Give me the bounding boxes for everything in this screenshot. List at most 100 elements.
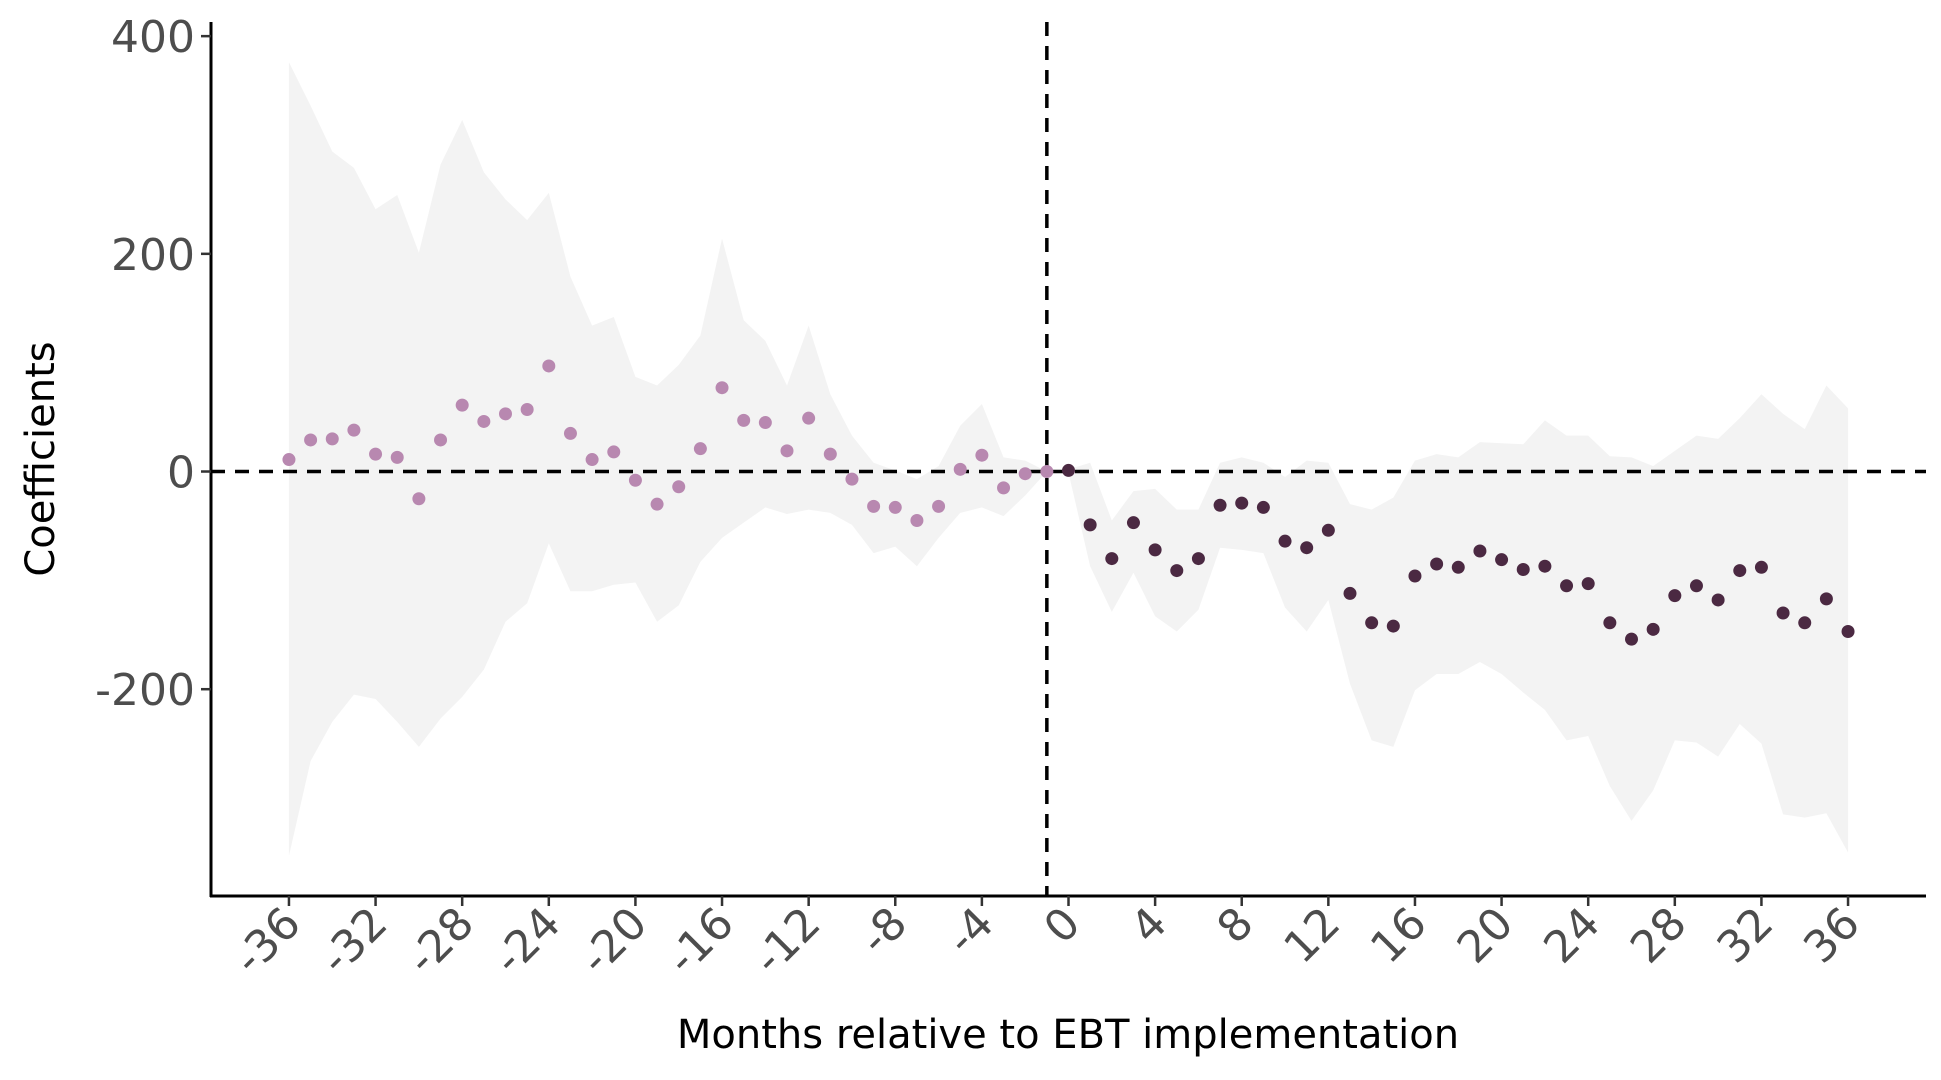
x-tick-label: 32 bbox=[1708, 898, 1784, 974]
confidence-band bbox=[288, 62, 1849, 856]
point bbox=[1689, 579, 1703, 593]
point bbox=[1148, 543, 1162, 557]
point bbox=[715, 381, 729, 395]
x-tick-label: 4 bbox=[1121, 898, 1177, 954]
point bbox=[455, 398, 469, 412]
point bbox=[563, 426, 577, 440]
point bbox=[1105, 552, 1119, 566]
point bbox=[304, 433, 318, 447]
point bbox=[845, 472, 859, 486]
point bbox=[1040, 465, 1054, 479]
point bbox=[1776, 606, 1790, 620]
point bbox=[1473, 544, 1487, 558]
point bbox=[693, 442, 707, 456]
point bbox=[737, 413, 751, 427]
point bbox=[1754, 560, 1768, 574]
x-tick-label: -4 bbox=[937, 898, 1004, 965]
x-axis-title: Months relative to EBT implementation bbox=[677, 1012, 1459, 1058]
point bbox=[1451, 560, 1465, 574]
point bbox=[1538, 559, 1552, 573]
point bbox=[953, 462, 967, 476]
y-tick-label: 400 bbox=[111, 12, 195, 63]
point bbox=[498, 407, 512, 421]
point bbox=[672, 480, 686, 494]
point bbox=[628, 473, 642, 487]
point bbox=[325, 432, 339, 446]
y-tick-label: -200 bbox=[95, 665, 195, 716]
point bbox=[585, 453, 599, 467]
point bbox=[1191, 552, 1205, 566]
x-tick-label: 36 bbox=[1794, 898, 1870, 974]
point bbox=[650, 497, 664, 511]
x-tick-label: -28 bbox=[397, 898, 484, 985]
point bbox=[1819, 592, 1833, 606]
point bbox=[1256, 500, 1270, 514]
point bbox=[1062, 463, 1075, 477]
x-tick-label: 16 bbox=[1361, 898, 1437, 974]
point bbox=[802, 411, 816, 425]
point bbox=[1300, 541, 1314, 555]
point bbox=[1668, 589, 1682, 603]
point bbox=[434, 433, 448, 447]
y-tick-label: 200 bbox=[111, 230, 195, 281]
point bbox=[1516, 562, 1530, 576]
x-tick-label: -8 bbox=[850, 898, 917, 965]
point bbox=[1733, 564, 1747, 578]
x-tick-label: 28 bbox=[1621, 898, 1697, 974]
point bbox=[1798, 616, 1812, 630]
point bbox=[1408, 569, 1422, 583]
point bbox=[1560, 579, 1574, 593]
point bbox=[1343, 586, 1357, 600]
point bbox=[412, 492, 426, 506]
x-tick-label: 20 bbox=[1448, 898, 1524, 974]
point bbox=[1213, 498, 1227, 512]
point bbox=[347, 423, 361, 437]
point bbox=[888, 500, 902, 514]
x-tick-label: -36 bbox=[224, 898, 311, 985]
x-tick-label: -12 bbox=[744, 898, 831, 985]
x-tick-label: -24 bbox=[484, 898, 571, 985]
point bbox=[1083, 518, 1097, 532]
point bbox=[932, 499, 946, 513]
point bbox=[758, 416, 772, 430]
point bbox=[1386, 619, 1400, 633]
point bbox=[477, 414, 491, 428]
point bbox=[520, 402, 534, 416]
x-tick-label: -16 bbox=[657, 898, 744, 985]
point bbox=[1321, 523, 1335, 537]
point bbox=[1625, 632, 1639, 646]
point bbox=[369, 447, 383, 461]
y-tick-label: 0 bbox=[167, 448, 195, 499]
point bbox=[1495, 553, 1509, 567]
point bbox=[607, 445, 621, 459]
point bbox=[975, 448, 989, 462]
point bbox=[1365, 616, 1379, 630]
x-tick-label: -20 bbox=[570, 898, 657, 985]
point bbox=[1235, 496, 1249, 510]
point bbox=[867, 499, 881, 513]
point bbox=[1711, 593, 1725, 607]
x-tick-label: -32 bbox=[310, 898, 397, 985]
point bbox=[910, 513, 924, 527]
x-tick-label: 12 bbox=[1274, 898, 1350, 974]
point bbox=[1018, 467, 1032, 481]
point bbox=[1581, 577, 1595, 591]
point bbox=[1430, 557, 1444, 571]
point bbox=[1646, 622, 1660, 636]
x-tick-label: 0 bbox=[1034, 898, 1090, 954]
x-tick-label: 8 bbox=[1208, 898, 1264, 954]
point bbox=[542, 359, 556, 373]
y-axis-title: Coefficients bbox=[18, 341, 64, 576]
x-tick-label: 24 bbox=[1534, 898, 1610, 974]
point bbox=[1126, 516, 1140, 530]
point bbox=[282, 453, 296, 467]
point bbox=[823, 447, 837, 461]
point bbox=[997, 481, 1011, 495]
point bbox=[1841, 625, 1855, 639]
point bbox=[1170, 564, 1184, 578]
point bbox=[780, 444, 794, 458]
point bbox=[390, 450, 404, 464]
point bbox=[1603, 616, 1617, 630]
